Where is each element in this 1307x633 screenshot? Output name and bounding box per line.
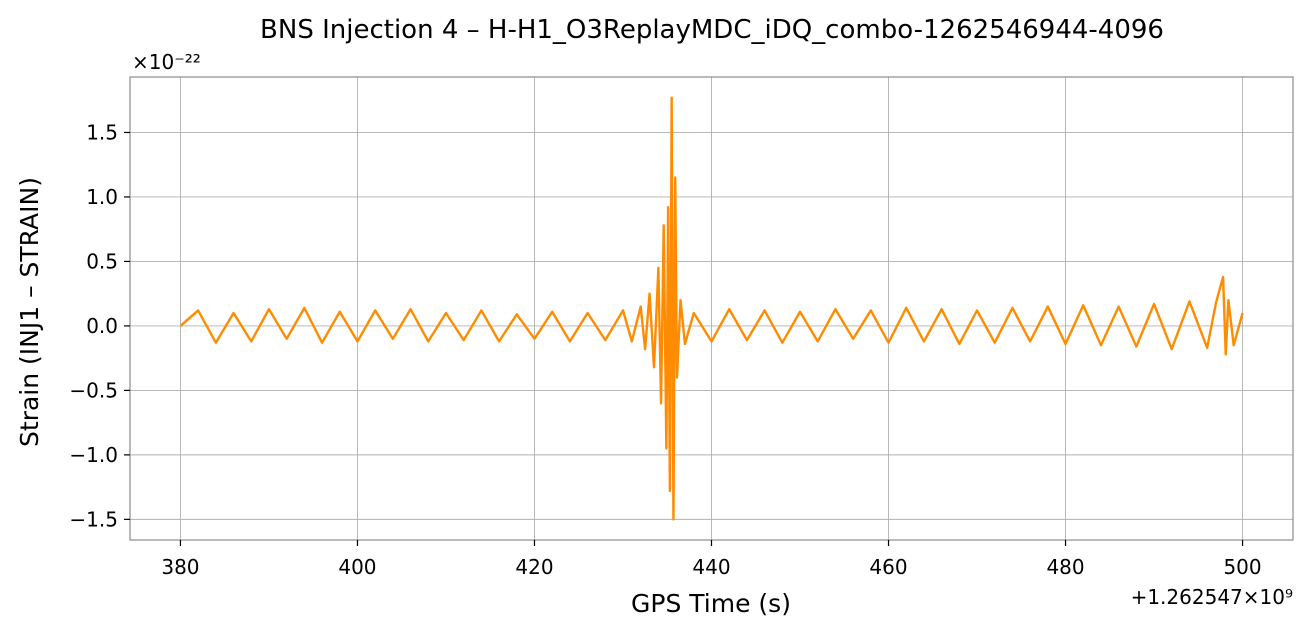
x-offset-label: +1.262547×10⁹ bbox=[1131, 585, 1293, 609]
x-tick-labels: 380 400 420 440 460 480 500 bbox=[161, 555, 1261, 579]
y-tick-label: −1.0 bbox=[69, 443, 118, 467]
y-tick-label: 1.5 bbox=[86, 120, 118, 144]
x-tick-label: 500 bbox=[1223, 555, 1261, 579]
y-tick-label: −1.5 bbox=[69, 507, 118, 531]
x-tick-label: 420 bbox=[515, 555, 553, 579]
series-layer bbox=[179, 96, 1244, 521]
y-tick-labels: −1.5 −1.0 −0.5 0.0 0.5 1.0 1.5 bbox=[69, 120, 118, 531]
x-tick-label: 380 bbox=[161, 555, 199, 579]
x-tick-label: 480 bbox=[1046, 555, 1084, 579]
x-tick-label: 460 bbox=[869, 555, 907, 579]
y-tick-label: 0.5 bbox=[86, 249, 118, 273]
tick-marks bbox=[124, 131, 1244, 546]
x-axis-title: GPS Time (s) bbox=[631, 589, 791, 618]
y-tick-label: 0.0 bbox=[86, 314, 118, 338]
y-exponent-label: ×10⁻²² bbox=[132, 50, 201, 74]
gridlines bbox=[130, 77, 1293, 540]
x-tick-label: 400 bbox=[338, 555, 376, 579]
strain-series-line bbox=[179, 96, 1244, 521]
y-axis-title: Strain (INJ1 – STRAIN) bbox=[15, 177, 44, 447]
y-tick-label: 1.0 bbox=[86, 185, 118, 209]
x-tick-label: 440 bbox=[692, 555, 730, 579]
y-tick-label: −0.5 bbox=[69, 378, 118, 402]
chart-title: BNS Injection 4 – H-H1_O3ReplayMDC_iDQ_c… bbox=[260, 15, 1164, 45]
